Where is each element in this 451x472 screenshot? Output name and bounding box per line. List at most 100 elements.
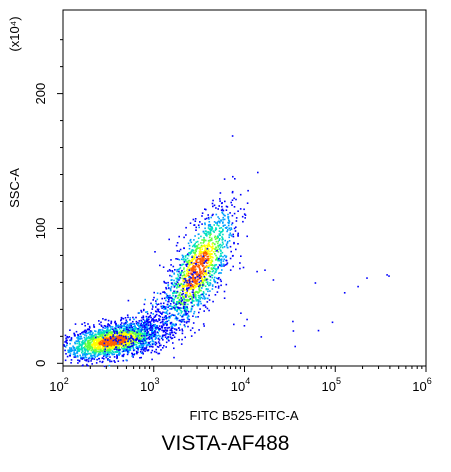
event-dot	[216, 222, 219, 225]
event-dot	[92, 343, 95, 346]
event-dot	[149, 320, 151, 323]
event-dot	[198, 285, 200, 288]
event-dot	[220, 250, 222, 252]
event-dot	[160, 326, 163, 329]
event-dot	[191, 302, 193, 304]
event-dot	[125, 335, 127, 338]
event-dot	[206, 277, 208, 280]
event-dot	[207, 257, 210, 260]
event-dot	[144, 347, 147, 350]
event-dot	[179, 272, 181, 274]
event-dot	[191, 256, 193, 258]
event-dot	[151, 304, 154, 307]
event-dot	[161, 337, 164, 339]
event-dot	[195, 263, 197, 265]
event-dot	[80, 337, 82, 339]
event-dot	[86, 363, 88, 366]
event-dot	[123, 348, 125, 350]
event-dot	[157, 334, 160, 337]
event-dot	[125, 342, 127, 345]
event-dot	[96, 340, 98, 342]
event-dot	[201, 293, 203, 296]
event-dot	[221, 205, 223, 208]
event-dot	[111, 353, 114, 356]
event-dot	[173, 279, 175, 282]
event-dot	[154, 331, 156, 334]
event-dot	[201, 279, 203, 281]
event-dot	[109, 351, 111, 354]
event-dot	[108, 344, 111, 346]
event-dot	[170, 296, 172, 299]
event-dot	[120, 343, 123, 345]
event-dot	[199, 260, 201, 263]
event-dot	[176, 277, 178, 280]
event-dot	[74, 341, 76, 344]
event-dot	[186, 268, 189, 271]
event-dot	[203, 241, 205, 243]
event-dot	[202, 273, 204, 276]
event-dot	[139, 333, 141, 335]
event-dot	[317, 329, 320, 332]
event-dot	[219, 278, 222, 281]
event-dot	[188, 296, 190, 298]
event-dot	[132, 316, 134, 319]
event-dot	[193, 255, 195, 258]
event-dot	[137, 329, 140, 332]
event-dot	[178, 301, 180, 303]
event-dot	[70, 339, 73, 342]
event-dot	[193, 257, 196, 260]
event-dot	[93, 353, 96, 356]
event-dot	[77, 338, 79, 340]
event-dot	[217, 216, 219, 218]
event-dot	[209, 273, 211, 275]
event-dot	[188, 244, 191, 247]
event-dot	[357, 285, 359, 288]
event-dot	[192, 251, 195, 253]
event-dot	[164, 332, 167, 334]
event-dot	[73, 332, 75, 335]
event-dot	[104, 340, 107, 342]
event-dot	[201, 287, 203, 289]
event-dot	[171, 270, 174, 273]
event-dot	[87, 331, 90, 334]
event-dot	[192, 286, 195, 289]
event-dot	[88, 343, 90, 346]
event-dot	[145, 323, 148, 325]
event-dot	[63, 344, 65, 346]
event-dot	[191, 258, 193, 261]
event-dot	[146, 333, 148, 335]
event-dot	[225, 255, 228, 258]
event-dot	[229, 229, 231, 231]
event-dot	[220, 254, 222, 257]
event-dot	[200, 280, 202, 282]
event-dot	[190, 268, 193, 271]
event-dot	[178, 329, 181, 331]
event-dot	[122, 327, 125, 330]
event-dot	[209, 257, 212, 259]
event-dot	[89, 342, 91, 344]
event-dot	[190, 267, 192, 270]
event-dot	[179, 274, 182, 276]
event-dot	[192, 289, 194, 291]
event-dot	[130, 325, 132, 327]
event-dot	[235, 220, 238, 222]
event-dot	[185, 263, 187, 266]
event-dot	[151, 340, 154, 342]
event-dot	[195, 259, 197, 262]
event-dot	[185, 310, 187, 313]
event-dot	[95, 330, 97, 333]
event-dot	[101, 339, 103, 342]
event-dot	[157, 309, 159, 312]
event-dot	[82, 357, 85, 359]
event-dot	[134, 339, 137, 341]
event-dot	[116, 328, 118, 331]
event-dot	[202, 264, 205, 267]
event-dot	[132, 335, 134, 337]
event-dot	[131, 340, 133, 342]
event-dot	[64, 346, 67, 348]
event-dot	[67, 336, 69, 339]
event-dot	[121, 348, 124, 350]
event-dot	[174, 314, 176, 317]
event-dot	[109, 329, 112, 331]
event-dot	[94, 352, 96, 355]
